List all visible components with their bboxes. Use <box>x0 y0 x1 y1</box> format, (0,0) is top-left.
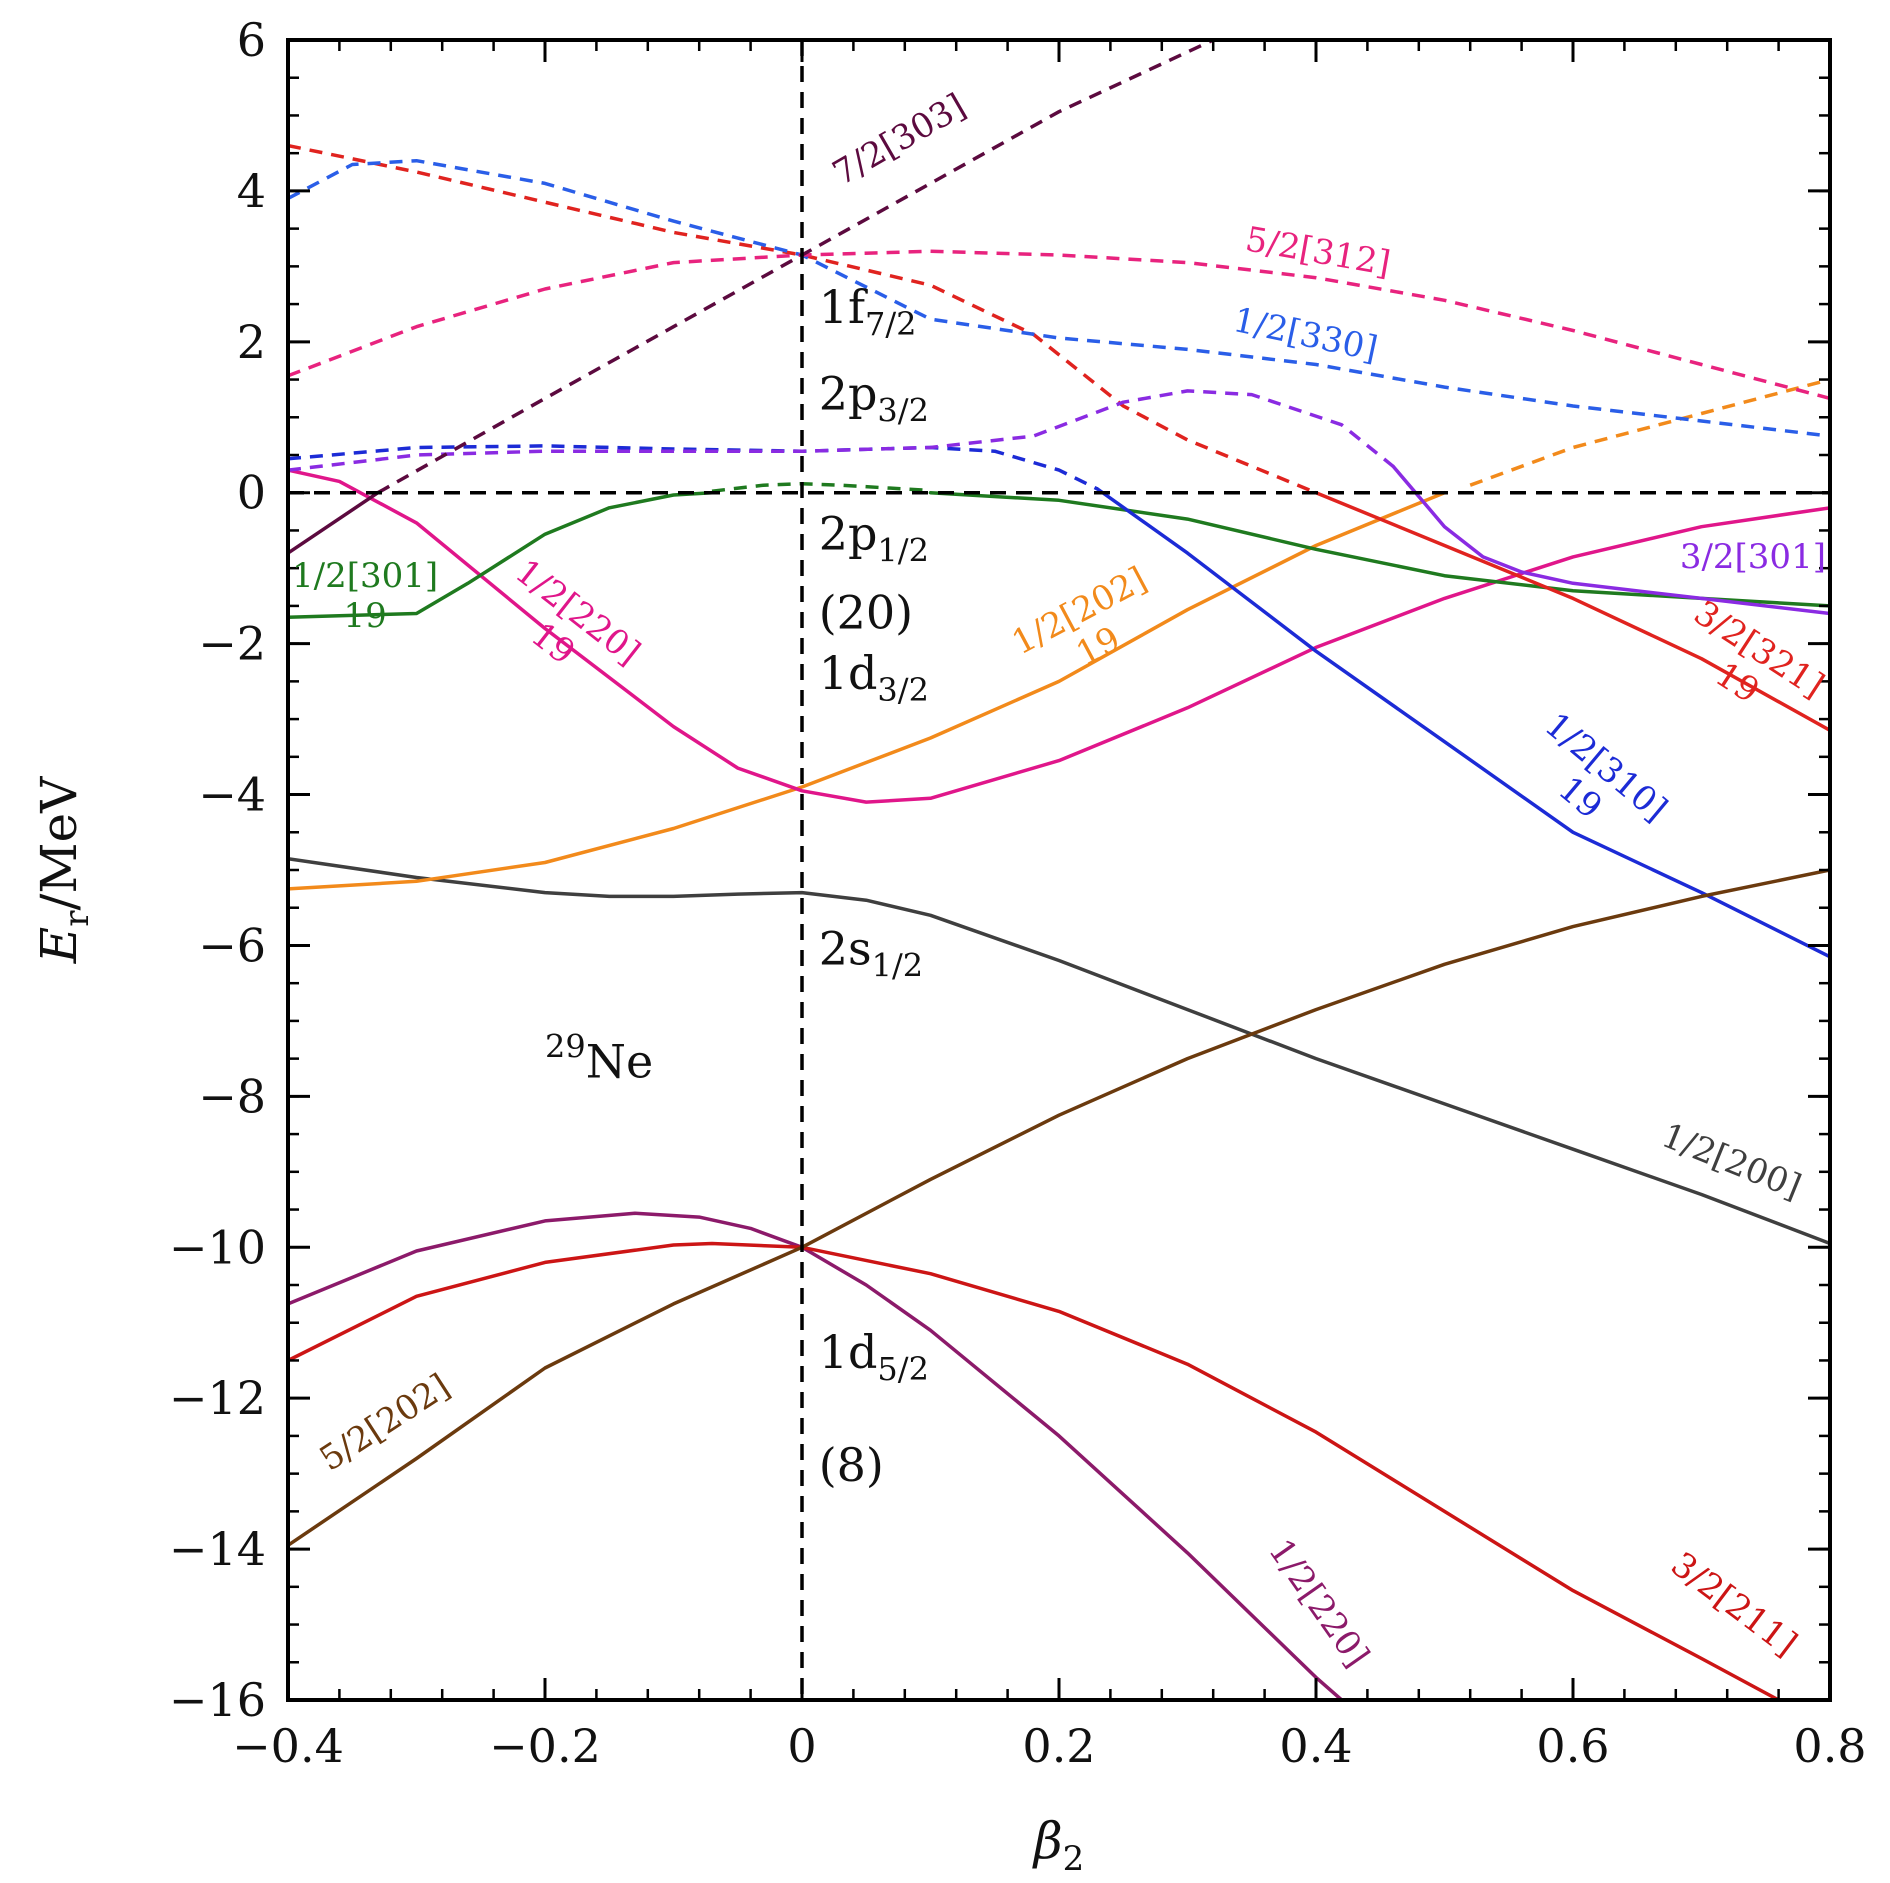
y-tick-label: −14 <box>169 1522 266 1576</box>
shell-label-main: 1d <box>819 1325 878 1379</box>
x-tick-label: 0.4 <box>1279 1719 1352 1773</box>
curve-label-group: 7/2[303] <box>826 86 973 194</box>
curve-label-group: 5/2[202] <box>313 1366 457 1479</box>
y-tick-label: −8 <box>198 1069 266 1123</box>
shell-label-main: 1d <box>819 646 878 700</box>
curve-label-1-2-310: 1/2[310] <box>1537 705 1675 830</box>
y-tick-label: 4 <box>237 164 266 218</box>
curve-label-group: 1/2[301]19 <box>292 556 438 636</box>
series-line-1-2-330 <box>288 158 1830 438</box>
y-tick-label: −10 <box>169 1220 266 1274</box>
x-axis-title-sub: 2 <box>1063 1839 1085 1878</box>
shell-label-main: 2s <box>819 921 872 975</box>
curve-label-group: 1/2[200] <box>1656 1116 1806 1208</box>
curve-label-1-2-200: 1/2[200] <box>1656 1116 1806 1208</box>
curve-label-group: 1/2[202]19 <box>1006 559 1154 674</box>
shell-label-main: 2p <box>819 367 878 421</box>
x-axis-title-main: β <box>1032 1812 1063 1870</box>
shell-label: 1d3/2 <box>819 646 929 709</box>
shell-label-main: 1f <box>819 280 868 334</box>
shell-label-main: 2p <box>819 506 878 560</box>
x-tick-label: 0.6 <box>1536 1719 1609 1773</box>
shell-label-main: (20) <box>819 586 913 640</box>
shell-label-main: (8) <box>819 1438 884 1492</box>
curve-label-5-2-312: 5/2[312] <box>1242 219 1393 284</box>
series-line-1-2-220 <box>288 1211 1344 1700</box>
curve-label-3-2-211: 3/2[211] <box>1663 1544 1804 1664</box>
y-tick-label: 6 <box>237 13 266 67</box>
shell-label-sub: 3/2 <box>877 671 929 709</box>
series-line-1-2-310 <box>1095 487 1830 959</box>
series-line-1-2-202 <box>288 490 1447 891</box>
shell-label: (20) <box>819 586 913 640</box>
series-line-1-2-301-dashed <box>711 481 931 493</box>
shell-label-sub: 1/2 <box>877 531 929 569</box>
shell-label-sub: 5/2 <box>877 1350 929 1388</box>
shell-label: (8) <box>819 1438 884 1492</box>
curve-label-sub: 19 <box>343 596 386 636</box>
series-line-3-2-211 <box>288 1241 1781 1700</box>
series-line-7-2-303-solid <box>288 490 380 555</box>
curve-label-group: 1/2[330] <box>1230 300 1381 370</box>
curve-label-1-2-220: 1/2[220] <box>1260 1532 1377 1675</box>
curves-layer <box>288 40 1830 1700</box>
curve-label-group: 3/2[211] <box>1663 1544 1804 1664</box>
y-tick-label: −12 <box>169 1371 266 1425</box>
x-tick-label: −0.2 <box>489 1719 601 1773</box>
curve-label-group: 1/2[220] <box>1260 1532 1377 1675</box>
shell-label: 1d5/2 <box>819 1325 929 1388</box>
y-tick-label: 2 <box>237 315 266 369</box>
x-tick-label: −0.4 <box>232 1719 344 1773</box>
series-line-1-2-202-cont <box>1469 377 1830 487</box>
curve-label-group: 1/2[220]19 <box>508 552 648 674</box>
series-line-5-2-312 <box>288 249 1830 401</box>
curve-label-3-2-301: 3/2[301] <box>1680 537 1826 577</box>
y-tick-label: −4 <box>198 768 266 822</box>
x-tick-label: 0.2 <box>1022 1719 1095 1773</box>
y-tick-label: 0 <box>237 466 266 520</box>
nucleus-mass-number: 29 <box>545 1028 586 1066</box>
curve-label-group: 1/2[310]19 <box>1537 705 1675 830</box>
shell-label: 2p1/2 <box>819 506 929 569</box>
curve-label-1-2-301: 1/2[301] <box>292 556 438 596</box>
shell-label: 2s1/2 <box>819 921 923 984</box>
shell-label-sub: 1/2 <box>872 946 924 984</box>
curve-label-5-2-202: 5/2[202] <box>313 1366 457 1479</box>
curve-label-group: 3/2[301] <box>1680 537 1826 577</box>
shell-label-sub: 7/2 <box>865 305 917 343</box>
y-axis-title: Er/MeV <box>30 776 97 964</box>
axis-titles: β2 Er/MeV <box>30 776 1085 1879</box>
shell-label-sub: 3/2 <box>877 392 929 430</box>
series-line-1-2-200 <box>288 856 1830 1246</box>
shell-label: 2p3/2 <box>819 367 929 430</box>
shell-label: 1f7/2 <box>819 280 917 343</box>
x-axis-title: β2 <box>1032 1812 1085 1878</box>
y-tick-label: −6 <box>198 918 266 972</box>
nucleus-element: Ne <box>586 1035 653 1089</box>
axis-ticks: −0.4 −0.2 0 0.2 0.4 0.6 0.8 −16 −14 −12 −10 −8 −6 −4 −… <box>169 13 1867 1773</box>
nucleus-label: 29Ne <box>545 1028 653 1089</box>
curve-label-group: 5/2[312] <box>1242 219 1393 284</box>
series-line-5-2-202 <box>288 868 1830 1548</box>
x-tick-label: 0.8 <box>1793 1719 1866 1773</box>
series-line-3-2-301 <box>1391 464 1830 616</box>
series-line-3-2-321 <box>1314 490 1830 733</box>
curve-label-1-2-330: 1/2[330] <box>1230 300 1381 370</box>
series-line-1-2-301 <box>288 490 714 619</box>
series-line-7-2-303 <box>377 40 1214 495</box>
y-tick-label: −16 <box>169 1673 266 1727</box>
x-tick-label: 0 <box>787 1719 816 1773</box>
curve-label-7-2-303: 7/2[303] <box>826 86 973 194</box>
y-tick-label: −2 <box>198 617 266 671</box>
nucleus-label-text: 29Ne <box>545 1028 653 1089</box>
plot-frame <box>286 38 1832 1702</box>
reference-lines <box>288 40 1830 1700</box>
